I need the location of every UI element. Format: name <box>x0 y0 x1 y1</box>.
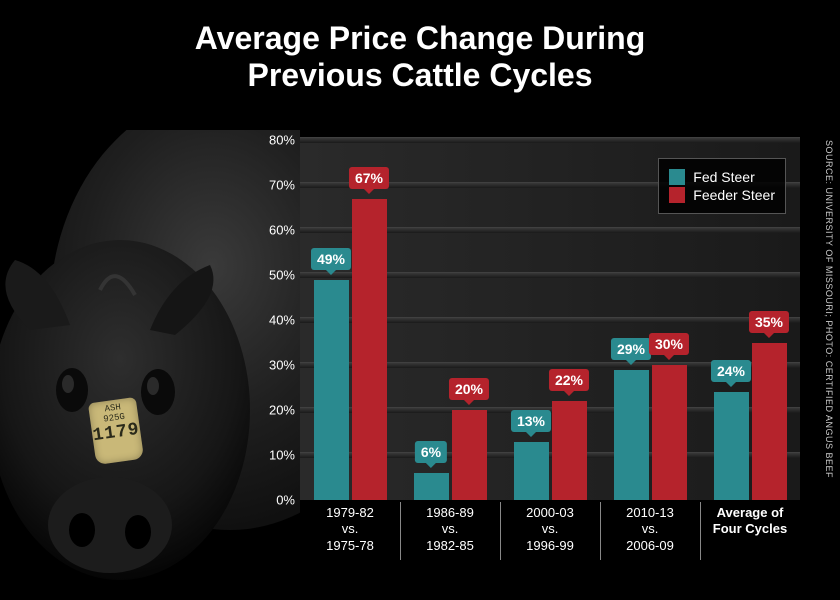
legend-item-feeder: Feeder Steer <box>669 187 775 203</box>
y-tick-label: 40% <box>269 313 295 328</box>
bar: 67% <box>352 199 387 501</box>
bar-value-label: 22% <box>549 369 589 391</box>
ear-tag: ASH 925G 1179 <box>88 397 144 465</box>
y-tick-label: 80% <box>269 133 295 148</box>
bar-chart: Fed Steer Feeder Steer 49%67%6%20%13%22%… <box>255 130 810 560</box>
bar: 49% <box>314 280 349 501</box>
bar-value-label: 49% <box>311 248 351 270</box>
legend-label-feeder: Feeder Steer <box>693 187 775 203</box>
legend-label-fed: Fed Steer <box>693 169 754 185</box>
chart-title: Average Price Change During Previous Cat… <box>0 0 840 94</box>
bar: 22% <box>552 401 587 500</box>
y-tick-label: 60% <box>269 223 295 238</box>
plot-area: Fed Steer Feeder Steer 49%67%6%20%13%22%… <box>300 140 800 500</box>
bar-value-label: 35% <box>749 311 789 333</box>
x-tick-label: 2000-03vs.1996-99 <box>500 505 600 554</box>
bar: 24% <box>714 392 749 500</box>
y-tick-label: 20% <box>269 403 295 418</box>
legend-item-fed: Fed Steer <box>669 169 775 185</box>
bar-value-label: 20% <box>449 378 489 400</box>
y-tick-label: 10% <box>269 448 295 463</box>
bar: 20% <box>452 410 487 500</box>
bar: 13% <box>514 442 549 501</box>
y-tick-label: 70% <box>269 178 295 193</box>
source-attribution: SOURCE: UNIVERSITY OF MISSOURI; PHOTO: C… <box>824 140 834 478</box>
bar-value-label: 13% <box>511 410 551 432</box>
bar: 30% <box>652 365 687 500</box>
x-tick-label: Average ofFour Cycles <box>700 505 800 538</box>
bar-value-label: 24% <box>711 360 751 382</box>
legend: Fed Steer Feeder Steer <box>658 158 786 214</box>
x-tick-label: 1979-82vs.1975-78 <box>300 505 400 554</box>
bar-value-label: 30% <box>649 333 689 355</box>
legend-swatch-feeder <box>669 187 685 203</box>
bar-value-label: 67% <box>349 167 389 189</box>
x-tick-label: 1986-89vs.1982-85 <box>400 505 500 554</box>
y-tick-label: 30% <box>269 358 295 373</box>
y-tick-label: 50% <box>269 268 295 283</box>
bar: 29% <box>614 370 649 501</box>
ear-tag-line3: 1179 <box>91 421 141 447</box>
legend-swatch-fed <box>669 169 685 185</box>
title-line-2: Previous Cattle Cycles <box>247 57 592 93</box>
bar: 6% <box>414 473 449 500</box>
title-line-1: Average Price Change During <box>195 20 646 56</box>
x-tick-label: 2010-13vs.2006-09 <box>600 505 700 554</box>
bar: 35% <box>752 343 787 501</box>
bar-value-label: 29% <box>611 338 651 360</box>
gridline <box>300 137 800 143</box>
y-tick-label: 0% <box>276 493 295 508</box>
bar-value-label: 6% <box>415 441 447 463</box>
